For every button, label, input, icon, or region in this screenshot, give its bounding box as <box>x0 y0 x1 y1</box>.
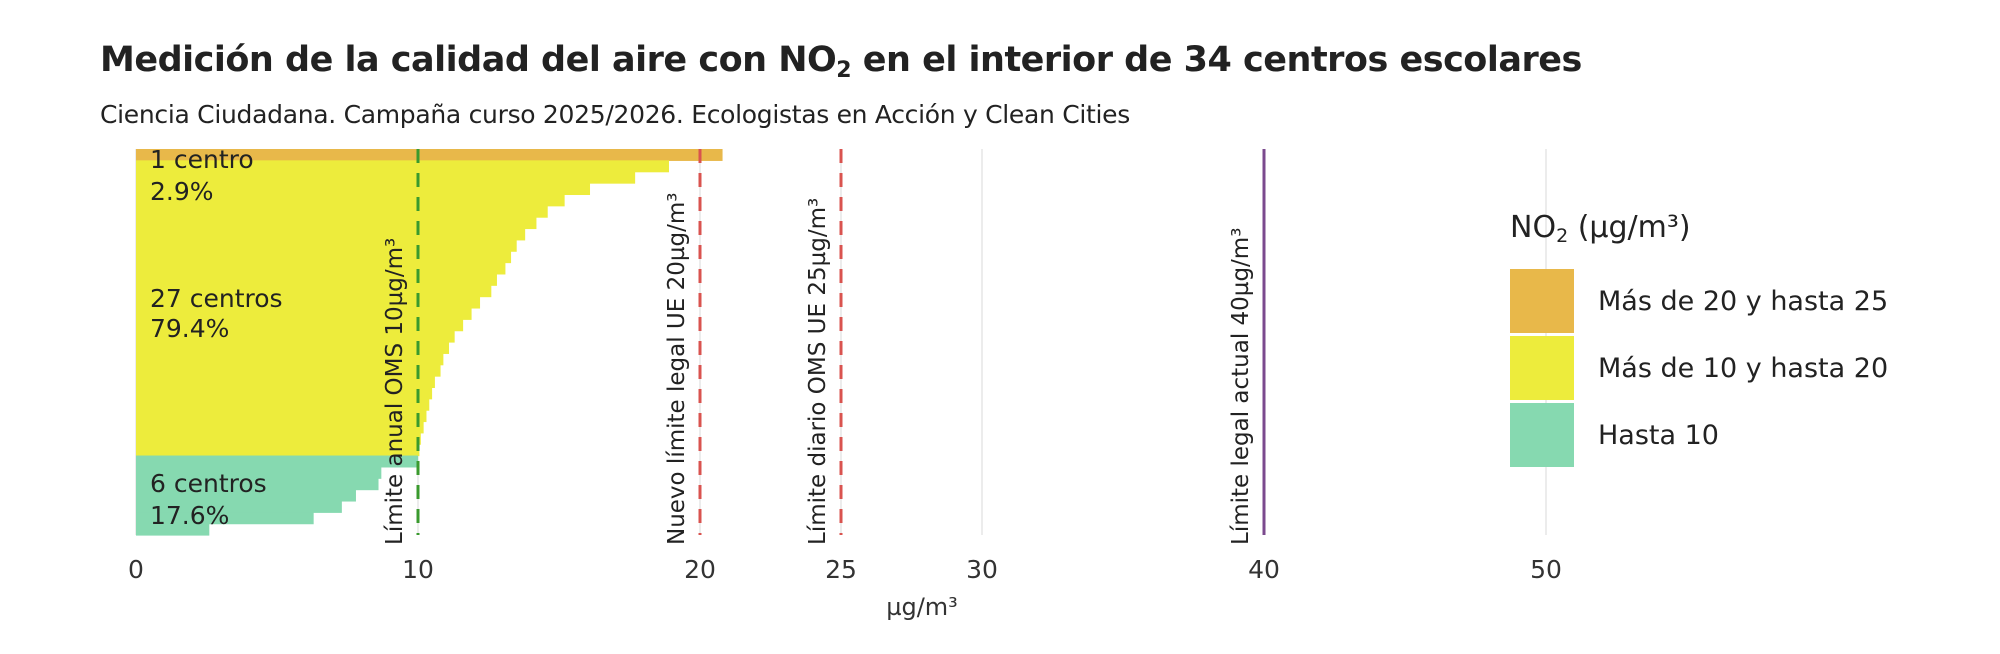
group-count-label: 1 centro <box>150 145 254 174</box>
bar <box>136 342 450 354</box>
bar <box>136 500 342 513</box>
bar <box>136 466 382 479</box>
bar <box>136 183 591 196</box>
bar <box>136 421 424 434</box>
chart-subtitle: Ciencia Ciudadana. Campaña curso 2025/20… <box>100 100 1130 129</box>
legend-item: Más de 20 y hasta 25 <box>1510 269 1888 333</box>
x-tick-label: 10 <box>402 555 434 584</box>
bar <box>136 478 379 491</box>
bar <box>136 149 723 161</box>
reference-line-label: Límite diario OMS UE 25µg/m³ <box>805 198 831 545</box>
bar <box>136 523 210 536</box>
bar <box>136 319 464 332</box>
x-tick-label: 30 <box>966 555 998 584</box>
legend-label: Hasta 10 <box>1598 419 1719 451</box>
bar <box>136 160 669 173</box>
bars <box>136 149 723 536</box>
legend-swatch <box>1510 403 1574 467</box>
x-axis-label: µg/m³ <box>886 593 958 621</box>
reference-line-label: Límite anual OMS 10µg/m³ <box>382 238 408 545</box>
bar <box>136 330 455 343</box>
bar <box>136 444 420 457</box>
legend-item: Más de 10 y hasta 20 <box>1510 336 1888 400</box>
legend-swatch <box>1510 336 1574 400</box>
x-axis: 0 10 20 25 30 40 50 <box>128 555 1562 584</box>
bar <box>136 296 481 309</box>
bar <box>136 489 356 502</box>
bar <box>136 353 444 366</box>
reference-lines: Límite anual OMS 10µg/m³ Nuevo límite leg… <box>382 149 1266 545</box>
group-percent-label: 79.4% <box>150 314 229 343</box>
x-tick-label: 0 <box>128 555 144 584</box>
bar <box>136 194 565 207</box>
bar <box>136 285 492 298</box>
reference-line-label: Límite legal actual 40µg/m³ <box>1228 228 1254 545</box>
bar <box>136 251 512 264</box>
reference-line-label: Nuevo límite legal UE 20µg/m³ <box>664 193 690 545</box>
legend: NO2 (µg/m³) Más de 20 y hasta 25 Más de 1… <box>1510 210 1888 470</box>
x-tick-label: 50 <box>1530 555 1562 584</box>
bar <box>136 205 548 218</box>
group-percent-label: 17.6% <box>150 501 229 530</box>
bar <box>136 273 497 286</box>
bar <box>136 410 427 423</box>
legend-item: Hasta 10 <box>1510 403 1888 467</box>
legend-swatch <box>1510 269 1574 333</box>
legend-label: Más de 20 y hasta 25 <box>1598 285 1889 317</box>
x-tick-label: 20 <box>684 555 716 584</box>
bar <box>136 364 441 377</box>
bar <box>136 307 472 320</box>
group-count-label: 6 centros <box>150 469 267 498</box>
bar <box>136 455 418 468</box>
bar <box>136 512 314 525</box>
chart-title: Medición de la calidad del aire con NO2 … <box>100 40 1582 83</box>
x-tick-label: 40 <box>1248 555 1280 584</box>
group-count-label: 27 centros <box>150 284 283 313</box>
bar <box>136 262 506 275</box>
bar <box>136 398 430 411</box>
bar <box>136 217 537 230</box>
legend-title: NO2 (µg/m³) <box>1510 210 1691 247</box>
bar <box>136 376 435 389</box>
group-percent-label: 2.9% <box>150 177 214 206</box>
legend-label: Más de 10 y hasta 20 <box>1598 352 1889 384</box>
bar <box>136 228 526 241</box>
bar <box>136 239 517 252</box>
bar <box>136 432 421 445</box>
bar <box>136 171 636 184</box>
bar <box>136 387 433 400</box>
x-tick-label: 25 <box>825 555 857 584</box>
